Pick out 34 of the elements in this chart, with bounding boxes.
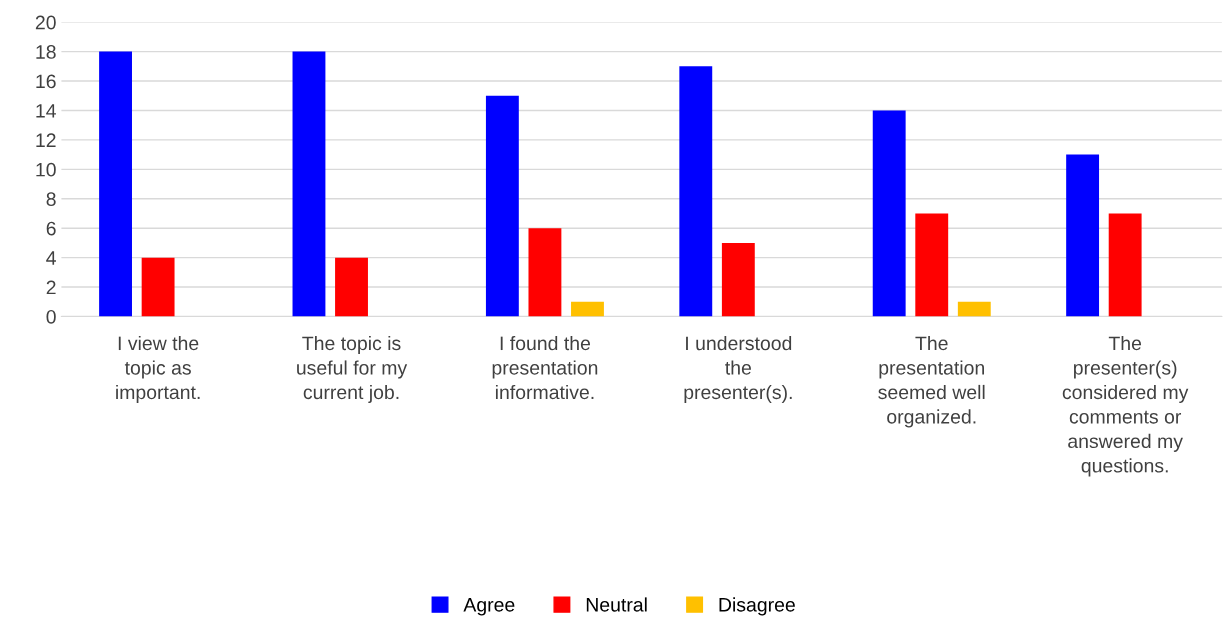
y-tick-label: 20 bbox=[35, 15, 56, 30]
x-tick-label: I view the topic as important. bbox=[116, 335, 200, 403]
bar bbox=[721, 242, 755, 317]
y-tick-label: 12 bbox=[36, 133, 56, 147]
x-tick-label: The presentation seemed well organized. bbox=[878, 335, 985, 428]
y-tick-label: 18 bbox=[36, 45, 56, 59]
y-tick-label: 16 bbox=[36, 74, 56, 89]
x-tick-label: I found the presentation informative. bbox=[492, 335, 598, 400]
y-tick-label: 8 bbox=[46, 192, 56, 206]
y-tick-label: 6 bbox=[46, 221, 56, 236]
bar bbox=[99, 51, 132, 317]
bar bbox=[141, 257, 175, 317]
x-tick-label: I understood the presenter(s). bbox=[684, 335, 792, 403]
legend-label: Neutral bbox=[586, 597, 647, 612]
y-tick-label: 10 bbox=[36, 162, 56, 177]
bar bbox=[957, 301, 991, 317]
legend-label: Disagree bbox=[719, 597, 795, 616]
bar bbox=[292, 51, 326, 317]
bar bbox=[1108, 213, 1142, 317]
bar bbox=[679, 66, 713, 317]
bar bbox=[528, 228, 562, 317]
y-tick-label: 2 bbox=[46, 280, 56, 295]
bar bbox=[1066, 154, 1100, 317]
bar bbox=[485, 95, 519, 317]
y-tick-label: 14 bbox=[36, 104, 56, 118]
bar bbox=[571, 301, 604, 317]
bar bbox=[872, 110, 906, 317]
y-tick-label: 4 bbox=[46, 251, 56, 265]
bar bbox=[915, 213, 949, 317]
x-tick-label: The topic is useful for my current job. bbox=[297, 335, 408, 403]
y-tick-label: 0 bbox=[46, 309, 56, 324]
legend-label: Agree bbox=[463, 598, 515, 616]
x-tick-label: The presenter(s) considered my comments or answered my questions. bbox=[1062, 335, 1189, 477]
bar bbox=[335, 257, 368, 317]
